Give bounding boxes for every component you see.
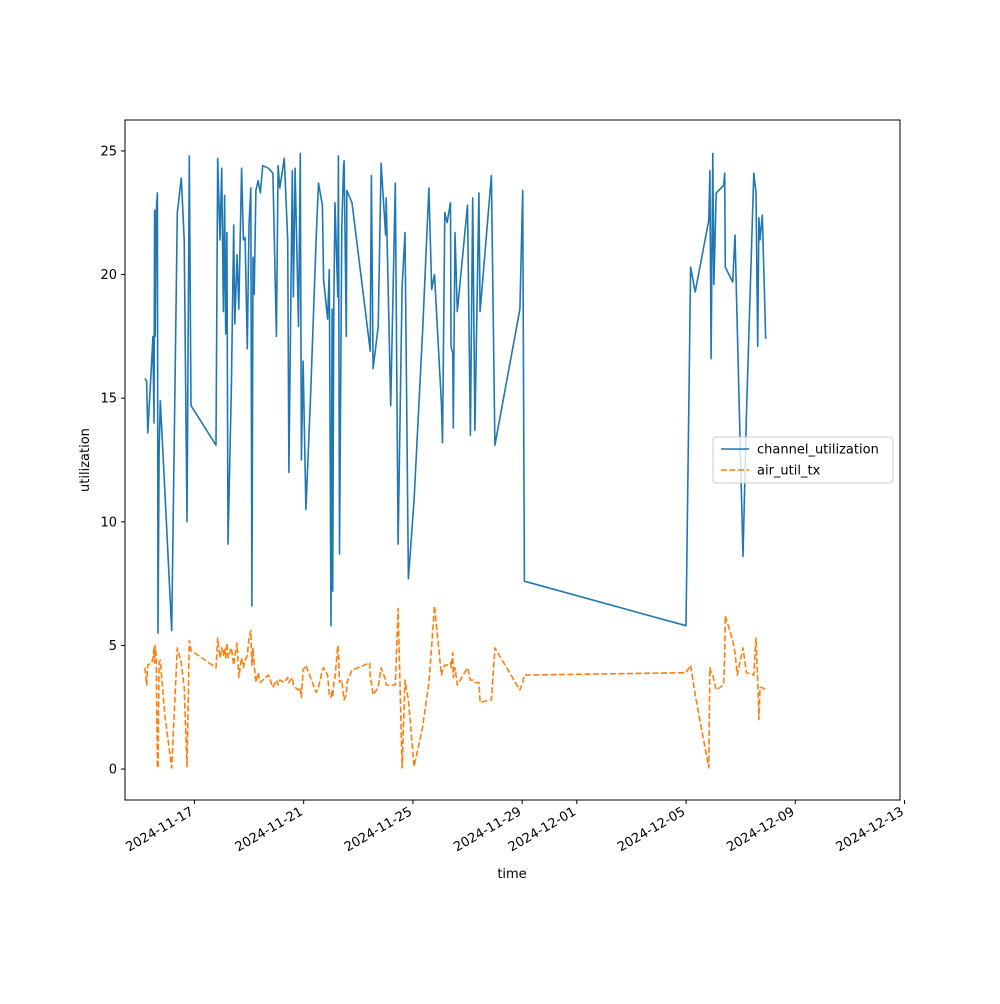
y-tick-label: 0: [109, 763, 117, 778]
y-tick-label: 20: [100, 268, 117, 283]
x-tick-label: 2024-12-09: [724, 804, 797, 855]
x-tick-label: 2024-11-17: [123, 804, 196, 855]
x-tick-label: 2024-12-13: [834, 804, 907, 855]
y-tick-label: 25: [100, 144, 117, 159]
legend: channel_utilization air_util_tx: [712, 436, 894, 484]
x-axis: 2024-11-17 2024-11-21 2024-11-25 2024-11-29…: [123, 800, 907, 855]
y-axis: 0 5 10 15 20 25: [100, 144, 125, 778]
x-tick-label: 2024-11-21: [233, 804, 306, 855]
y-tick-label: 10: [100, 515, 117, 530]
series-layer: [144, 152, 767, 769]
series-line-channel-utilization: [144, 152, 767, 634]
y-axis-label: utilization: [78, 428, 93, 492]
x-tick-label: 2024-12-05: [615, 804, 688, 855]
legend-label-channel-utilization: channel_utilization: [757, 443, 879, 458]
legend-box: [712, 436, 894, 484]
x-tick-label: 2024-11-25: [342, 804, 415, 855]
y-tick-label: 5: [109, 639, 117, 654]
x-axis-label: time: [497, 867, 526, 882]
series-line-air-util-tx: [144, 605, 767, 769]
y-tick-label: 15: [100, 392, 117, 407]
plot-frame: [124, 119, 901, 801]
legend-label-air-util-tx: air_util_tx: [757, 464, 821, 479]
